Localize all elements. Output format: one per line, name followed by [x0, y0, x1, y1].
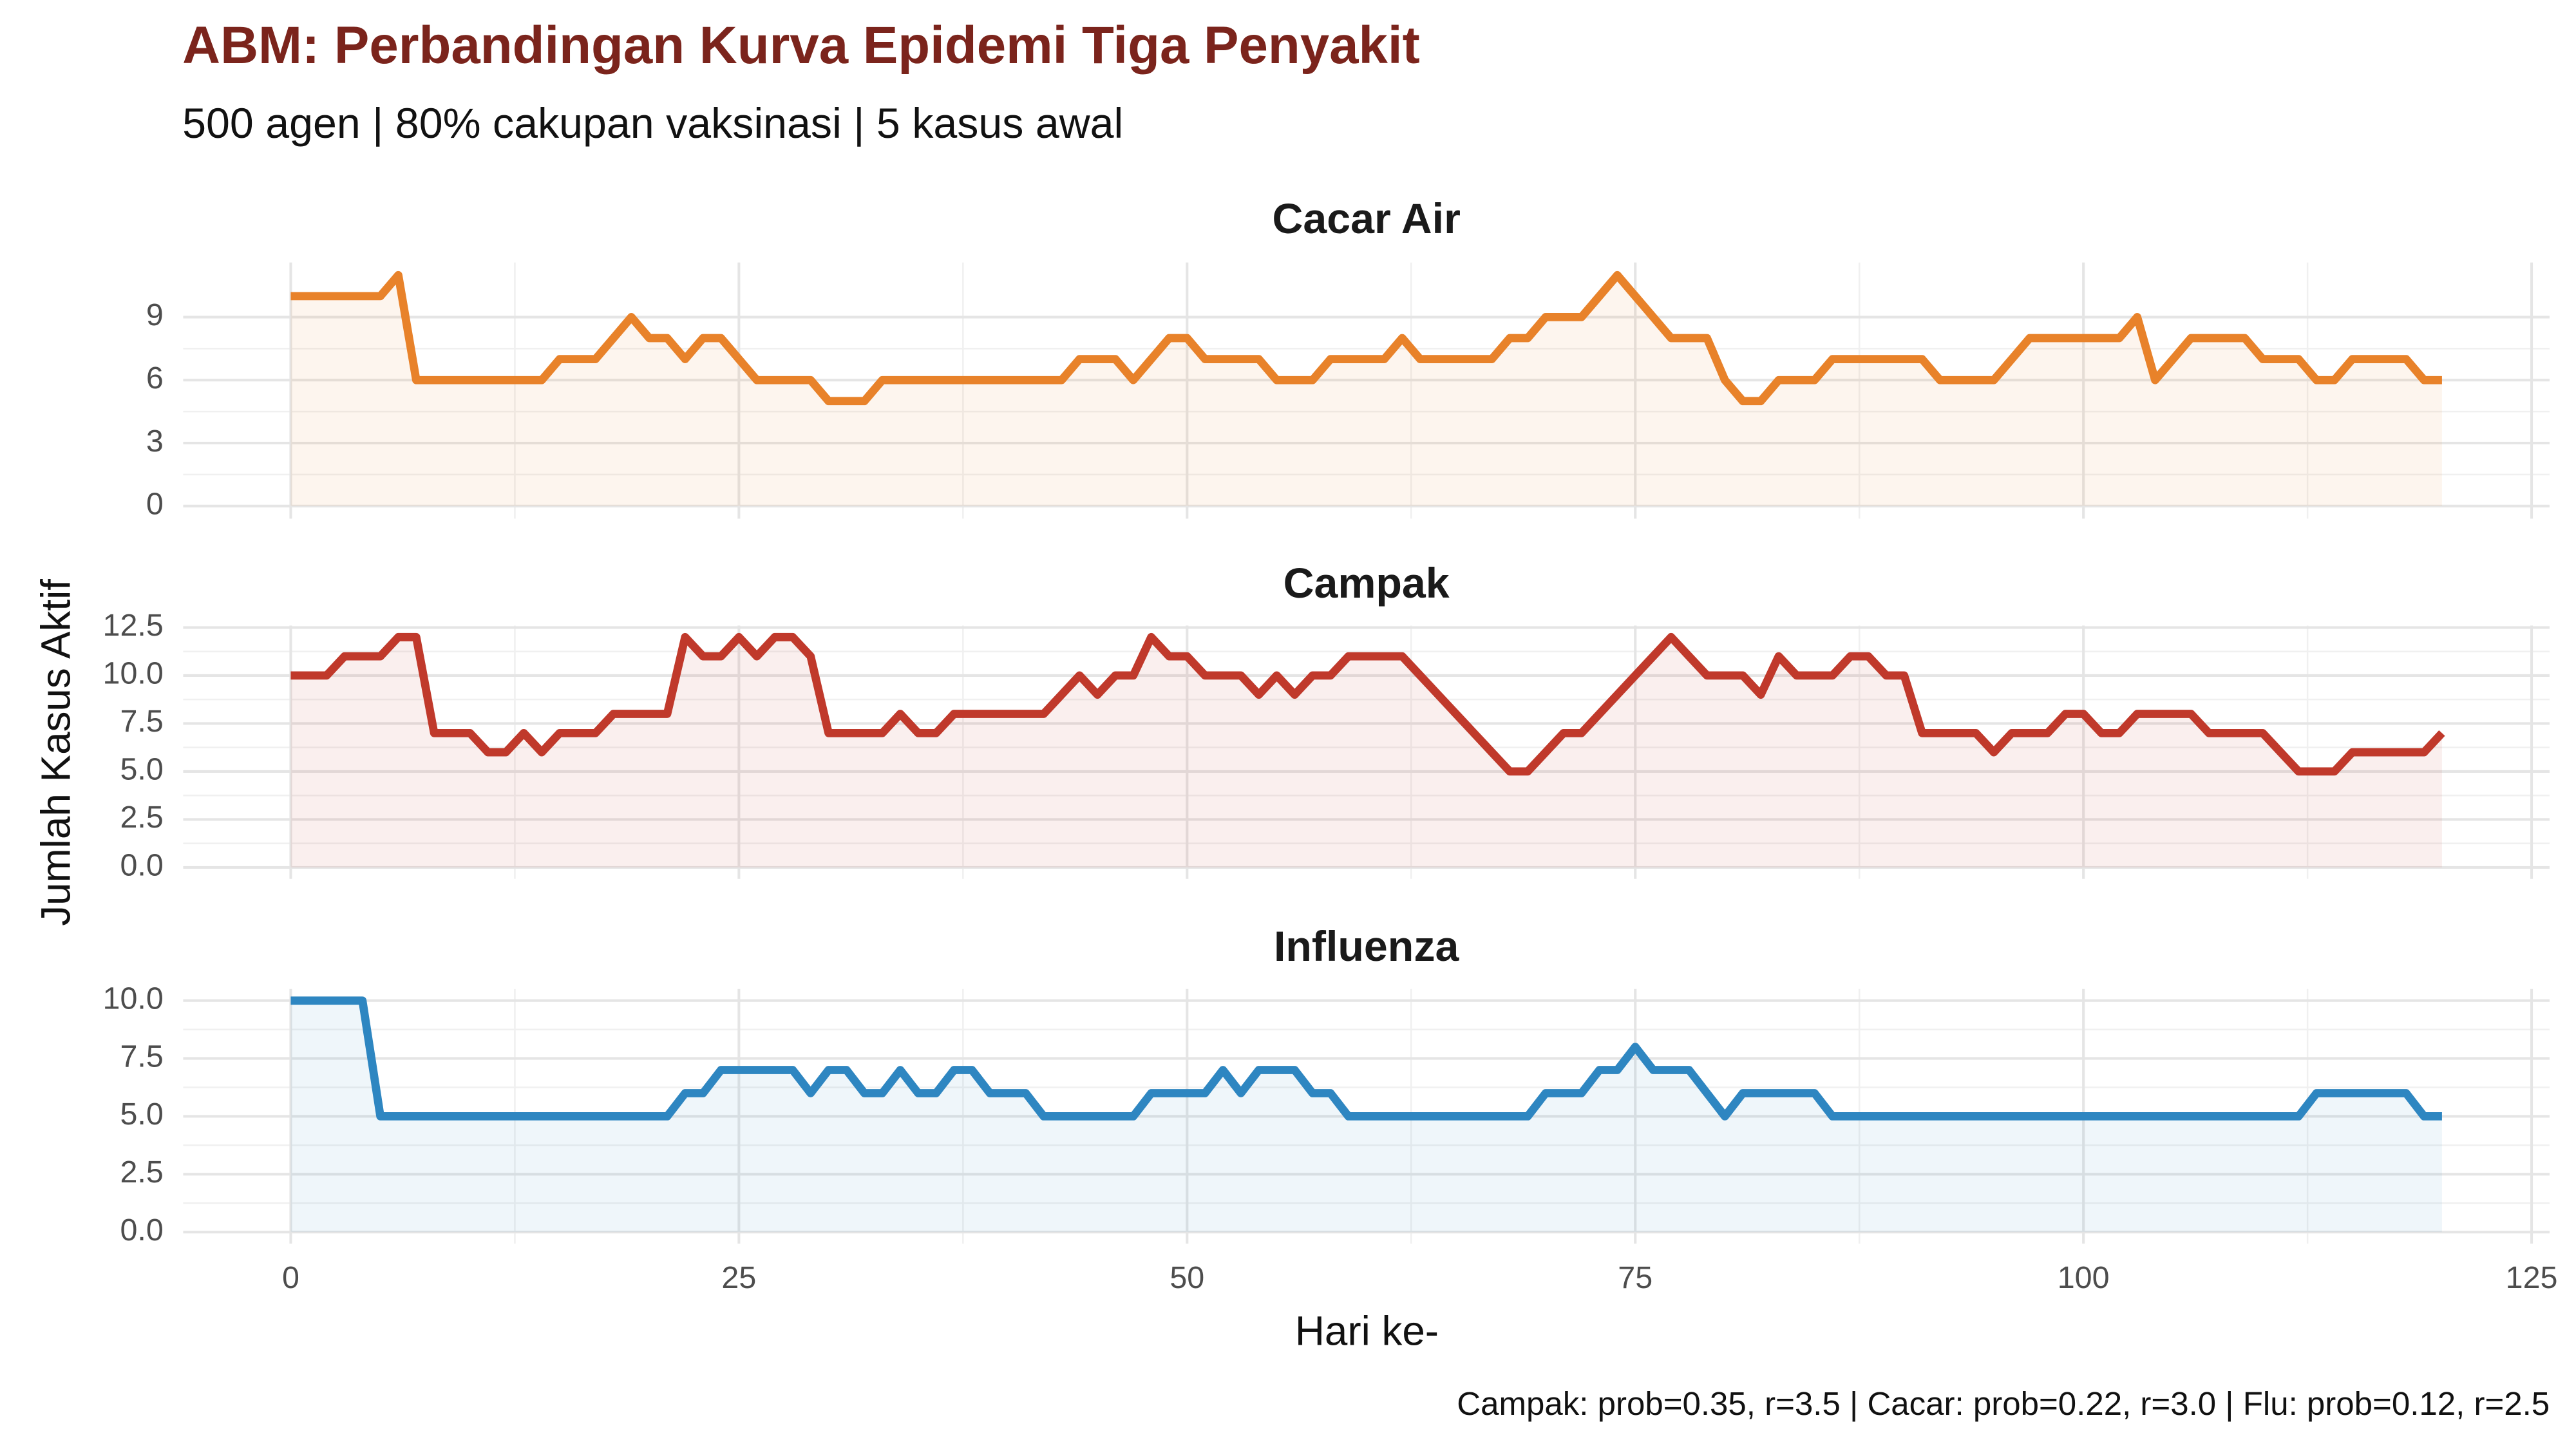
y-tick-label: 3	[146, 424, 164, 459]
line	[290, 632, 2445, 776]
panel-title: Campak	[1283, 560, 1450, 607]
y-tick-label: 0.0	[120, 848, 163, 883]
x-tick-label: 0	[282, 1260, 299, 1295]
x-tick-label: 50	[1170, 1260, 1204, 1295]
y-tick-label: 7.5	[120, 1039, 163, 1074]
y-tick-label: 10.0	[103, 981, 164, 1016]
y-tick-label: 10.0	[103, 656, 164, 691]
y-tick-label: 6	[146, 361, 164, 395]
line	[290, 996, 2442, 1121]
area	[290, 637, 2442, 867]
y-tick-label: 5.0	[120, 752, 163, 787]
y-tick-label: 7.5	[120, 704, 163, 739]
y-tick-label: 0.0	[120, 1213, 163, 1247]
panel-title: Cacar Air	[1272, 195, 1460, 243]
x-tick-label: 125	[2506, 1260, 2558, 1295]
y-tick-label: 2.5	[120, 1155, 163, 1189]
y-tick-label: 9	[146, 298, 164, 332]
area	[290, 275, 2442, 506]
x-tick-label: 100	[2058, 1260, 2110, 1295]
line	[290, 270, 2442, 406]
y-tick-label: 0	[146, 487, 164, 522]
x-tick-label: 75	[1618, 1260, 1653, 1295]
x-axis-label: Hari ke-	[1295, 1307, 1439, 1354]
caption: Campak: prob=0.35, r=3.5 | Cacar: prob=0…	[1457, 1385, 2550, 1422]
panel-title: Influenza	[1274, 923, 1459, 971]
title: ABM: Perbandingan Kurva Epidemi Tiga Pen…	[182, 16, 1420, 75]
x-tick-label: 25	[721, 1260, 756, 1295]
subtitle: 500 agen | 80% cakupan vaksinasi | 5 kas…	[182, 100, 1123, 147]
y-axis-label: Jumlah Kasus Aktif	[33, 579, 79, 926]
y-tick-label: 12.5	[103, 608, 164, 643]
y-tick-label: 2.5	[120, 800, 163, 835]
y-tick-label: 5.0	[120, 1097, 163, 1132]
